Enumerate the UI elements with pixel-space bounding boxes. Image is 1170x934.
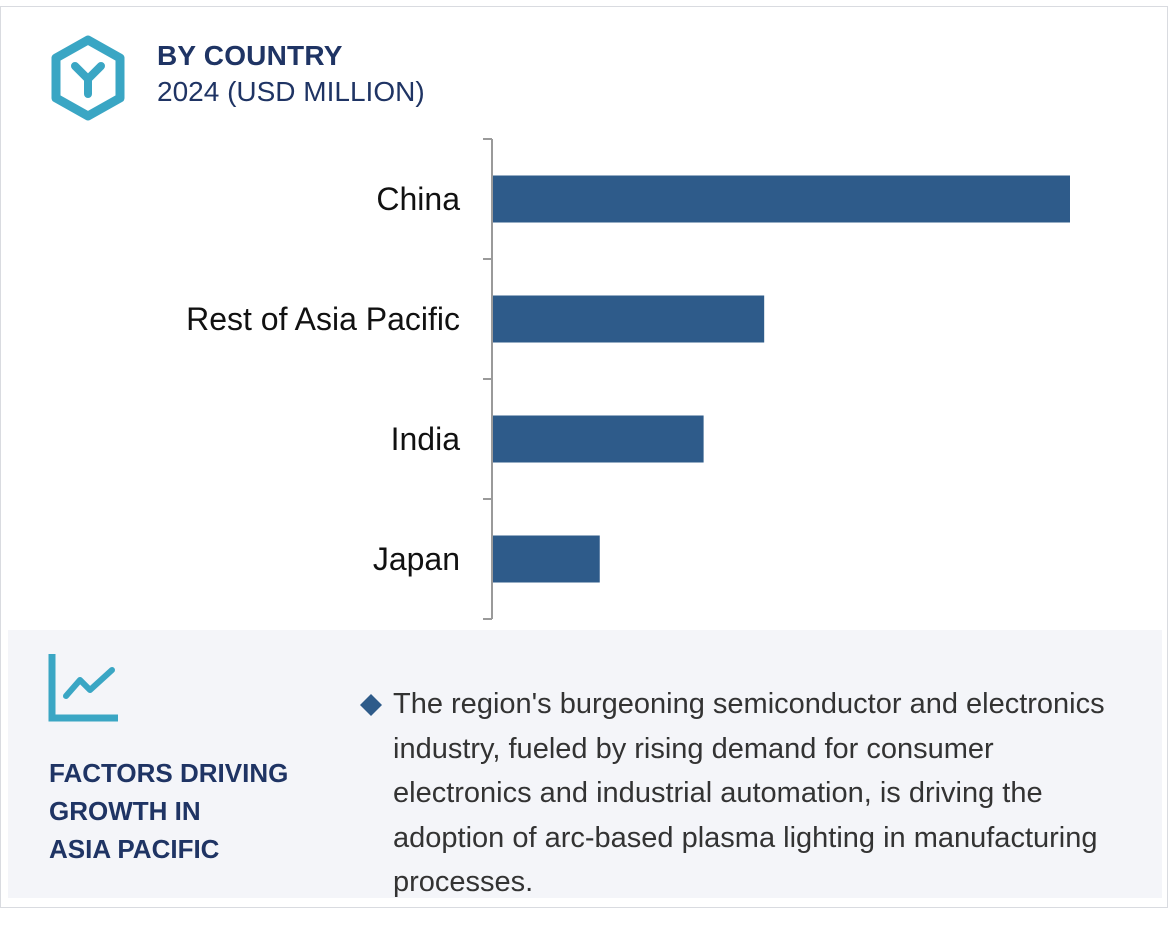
bar-india [493,415,704,463]
category-label: Rest of Asia Pacific [186,301,460,337]
factors-panel [8,630,1162,898]
bar-china [493,175,1070,223]
factors-title: FACTORS DRIVING GROWTH IN ASIA PACIFIC [49,754,329,868]
bar-japan [493,535,600,583]
trend-chart-icon [48,654,118,722]
factors-title-line: ASIA PACIFIC [49,834,220,864]
category-label: India [391,421,461,457]
bar-chart: China Rest of Asia Pacific India Japan [186,138,1070,620]
hexagon-y-icon [51,35,125,121]
bar-rest-of-asia-pacific [493,295,765,343]
factors-title-line: FACTORS DRIVING [49,758,289,788]
chart-title: BY COUNTRY [157,40,343,71]
chart-subtitle: 2024 (USD MILLION) [157,76,425,107]
category-label: China [376,181,460,217]
diamond-bullet-icon [360,694,382,716]
factors-title-line: GROWTH IN [49,796,201,826]
category-label: Japan [373,541,460,577]
factor-bullet-text: The region's burgeoning semiconductor an… [393,688,1105,898]
